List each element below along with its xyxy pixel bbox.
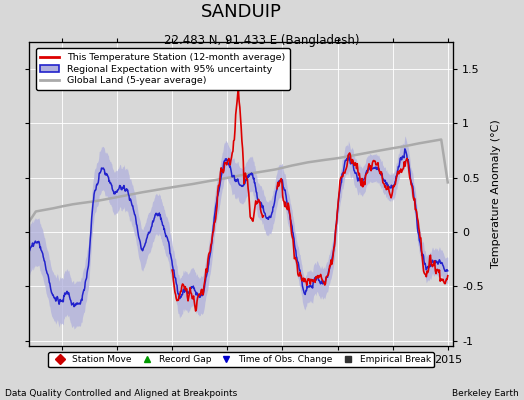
Text: 22.483 N, 91.433 E (Bangladesh): 22.483 N, 91.433 E (Bangladesh) <box>164 34 360 47</box>
Text: Berkeley Earth: Berkeley Earth <box>452 389 519 398</box>
Y-axis label: Temperature Anomaly (°C): Temperature Anomaly (°C) <box>491 120 501 268</box>
Legend: Station Move, Record Gap, Time of Obs. Change, Empirical Break: Station Move, Record Gap, Time of Obs. C… <box>48 352 434 367</box>
Text: Data Quality Controlled and Aligned at Breakpoints: Data Quality Controlled and Aligned at B… <box>5 389 237 398</box>
Title: SANDUIP: SANDUIP <box>201 3 281 21</box>
